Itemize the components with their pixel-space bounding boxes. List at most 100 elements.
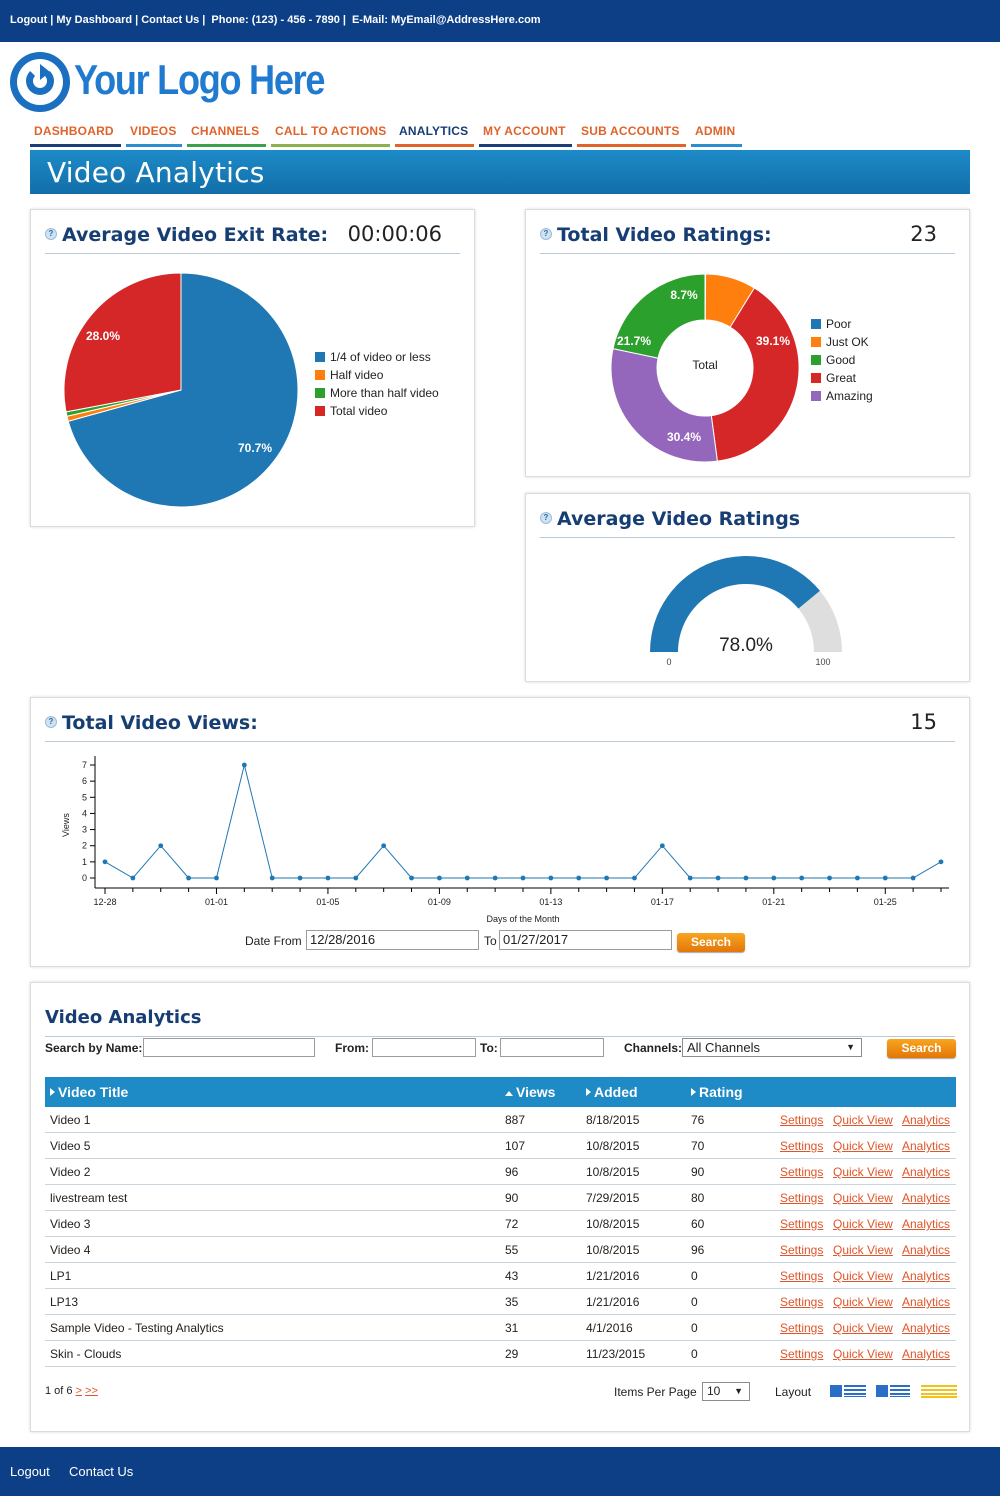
data-point[interactable] <box>548 875 554 881</box>
help-icon[interactable]: ? <box>45 716 57 728</box>
legend-item[interactable]: 1/4 of video or less <box>315 350 439 368</box>
data-point[interactable] <box>297 875 303 881</box>
data-point[interactable] <box>353 875 359 881</box>
column-views[interactable]: Views <box>505 1084 555 1100</box>
data-point[interactable] <box>102 859 108 865</box>
data-point[interactable] <box>715 875 721 881</box>
data-point[interactable] <box>214 875 219 881</box>
data-point[interactable] <box>743 875 749 881</box>
data-point[interactable] <box>158 843 164 849</box>
data-point[interactable] <box>659 843 665 849</box>
table-search-button[interactable]: Search <box>887 1039 956 1058</box>
settings-link[interactable]: Settings <box>780 1347 824 1361</box>
settings-link[interactable]: Settings <box>780 1321 824 1335</box>
donut-slice-good[interactable] <box>612 273 706 359</box>
settings-link[interactable]: Settings <box>780 1243 824 1257</box>
settings-link[interactable]: Settings <box>780 1139 824 1153</box>
data-point[interactable] <box>910 875 916 881</box>
nav-admin[interactable]: ADMIN <box>691 121 742 147</box>
analytics-link[interactable]: Analytics <box>902 1113 951 1127</box>
help-icon[interactable]: ? <box>540 228 552 240</box>
channels-select[interactable]: All Channels ▼ <box>682 1038 862 1057</box>
data-point[interactable] <box>799 875 805 881</box>
nav-videos[interactable]: VIDEOS <box>126 121 182 147</box>
settings-link[interactable]: Settings <box>780 1217 824 1231</box>
quick-view-link[interactable]: Quick View <box>833 1113 893 1127</box>
data-point[interactable] <box>464 875 470 881</box>
column-video-title[interactable]: Video Title <box>50 1084 128 1100</box>
quick-view-link[interactable]: Quick View <box>833 1191 893 1205</box>
footer-logout-link[interactable]: Logout <box>10 1464 50 1479</box>
donut-slice-great[interactable] <box>710 287 800 462</box>
donut-slice-amazing[interactable] <box>610 348 718 463</box>
quick-view-link[interactable]: Quick View <box>833 1217 893 1231</box>
data-point[interactable] <box>938 859 944 865</box>
analytics-link[interactable]: Analytics <box>902 1243 951 1257</box>
last-page-link[interactable]: >> <box>85 1385 98 1397</box>
nav-dashboard[interactable]: DASHBOARD <box>30 121 121 147</box>
quick-view-link[interactable]: Quick View <box>833 1243 893 1257</box>
quick-view-link[interactable]: Quick View <box>833 1165 893 1179</box>
analytics-link[interactable]: Analytics <box>902 1139 951 1153</box>
data-point[interactable] <box>186 875 192 881</box>
data-point[interactable] <box>827 875 832 881</box>
data-point[interactable] <box>771 875 777 881</box>
data-point[interactable] <box>492 875 498 881</box>
help-icon[interactable]: ? <box>540 512 552 524</box>
legend-item[interactable]: Poor <box>811 317 873 335</box>
views-search-button[interactable]: Search <box>677 933 745 952</box>
analytics-link[interactable]: Analytics <box>902 1295 951 1309</box>
nav-call-to-actions[interactable]: CALL TO ACTIONS <box>271 121 390 147</box>
data-point[interactable] <box>855 875 860 881</box>
layout-compact-icon[interactable] <box>876 1385 910 1397</box>
data-point[interactable] <box>130 875 136 881</box>
analytics-link[interactable]: Analytics <box>902 1321 951 1335</box>
layout-list-icon[interactable] <box>830 1385 866 1397</box>
dashboard-link[interactable]: My Dashboard <box>56 14 133 26</box>
layout-lines-icon[interactable] <box>921 1385 957 1398</box>
data-point[interactable] <box>241 762 247 768</box>
pie-slice-1[interactable] <box>67 272 299 508</box>
settings-link[interactable]: Settings <box>780 1269 824 1283</box>
date-from-input[interactable]: 12/28/2016 <box>306 930 479 950</box>
nav-channels[interactable]: CHANNELS <box>187 121 266 147</box>
quick-view-link[interactable]: Quick View <box>833 1269 893 1283</box>
help-icon[interactable]: ? <box>45 228 57 240</box>
quick-view-link[interactable]: Quick View <box>833 1321 893 1335</box>
legend-item[interactable]: Half video <box>315 368 439 386</box>
data-point[interactable] <box>409 875 414 881</box>
settings-link[interactable]: Settings <box>780 1113 824 1127</box>
analytics-link[interactable]: Analytics <box>902 1165 951 1179</box>
search-name-input[interactable] <box>143 1038 315 1057</box>
pie-slice-4[interactable] <box>63 272 182 413</box>
column-added[interactable]: Added <box>586 1084 638 1100</box>
settings-link[interactable]: Settings <box>780 1191 824 1205</box>
data-point[interactable] <box>882 875 888 881</box>
legend-item[interactable]: Amazing <box>811 389 873 407</box>
data-point[interactable] <box>520 875 526 881</box>
legend-item[interactable]: Just OK <box>811 335 873 353</box>
data-point[interactable] <box>325 875 331 881</box>
data-point[interactable] <box>437 875 442 881</box>
data-point[interactable] <box>576 875 582 881</box>
data-point[interactable] <box>604 875 609 881</box>
legend-item[interactable]: More than half video <box>315 386 439 404</box>
settings-link[interactable]: Settings <box>780 1295 824 1309</box>
quick-view-link[interactable]: Quick View <box>833 1295 893 1309</box>
nav-my-account[interactable]: MY ACCOUNT <box>479 121 572 147</box>
quick-view-link[interactable]: Quick View <box>833 1347 893 1361</box>
settings-link[interactable]: Settings <box>780 1165 824 1179</box>
quick-view-link[interactable]: Quick View <box>833 1139 893 1153</box>
analytics-link[interactable]: Analytics <box>902 1217 951 1231</box>
column-rating[interactable]: Rating <box>691 1084 743 1100</box>
legend-item[interactable]: Good <box>811 353 873 371</box>
analytics-link[interactable]: Analytics <box>902 1191 951 1205</box>
data-point[interactable] <box>632 875 637 881</box>
contact-link[interactable]: Contact Us <box>141 14 200 26</box>
nav-analytics[interactable]: ANALYTICS <box>395 121 474 147</box>
logout-link[interactable]: Logout <box>10 14 48 26</box>
legend-item[interactable]: Total video <box>315 404 439 422</box>
analytics-link[interactable]: Analytics <box>902 1269 951 1283</box>
logo[interactable]: Your Logo Here <box>10 52 330 112</box>
data-point[interactable] <box>381 843 387 849</box>
